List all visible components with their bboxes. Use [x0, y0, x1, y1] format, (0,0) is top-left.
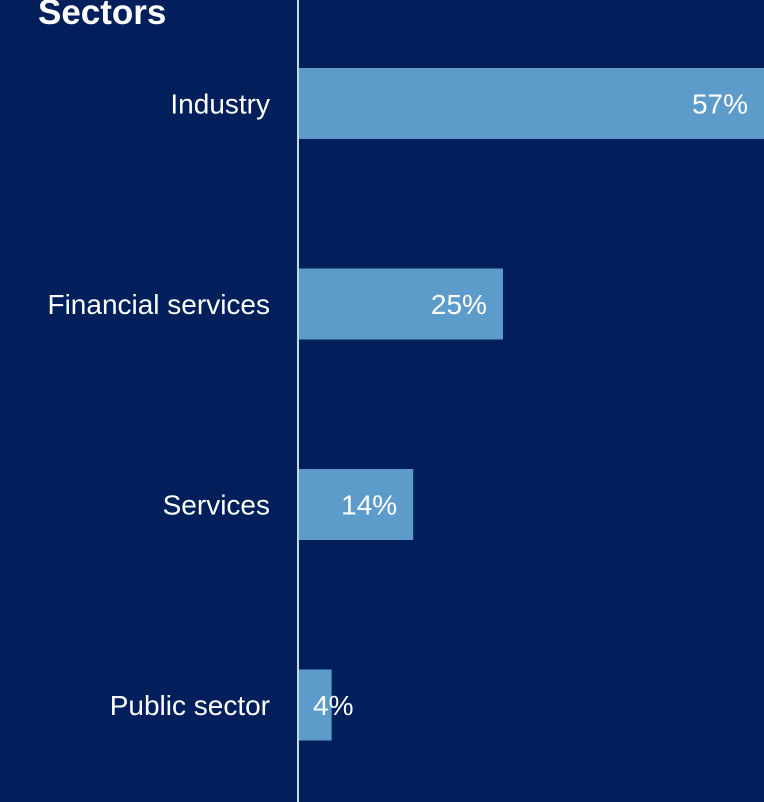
bars-group: Industry 57% Financial services 25% Services…: [47, 68, 764, 741]
category-label: Financial services: [47, 289, 270, 320]
value-label: 57%: [692, 89, 748, 120]
value-label: 4%: [313, 690, 353, 721]
value-label: 14%: [341, 490, 397, 521]
bar-industry: [299, 68, 764, 139]
category-label: Industry: [170, 89, 270, 120]
category-label: Services: [163, 490, 270, 521]
bar-financial-services: [299, 268, 503, 340]
bar-public-sector: [299, 669, 332, 741]
bar-services: [299, 469, 414, 540]
chart-title: Sectors: [38, 0, 166, 32]
category-label: Public sector: [110, 690, 270, 721]
value-label: 25%: [431, 289, 487, 320]
